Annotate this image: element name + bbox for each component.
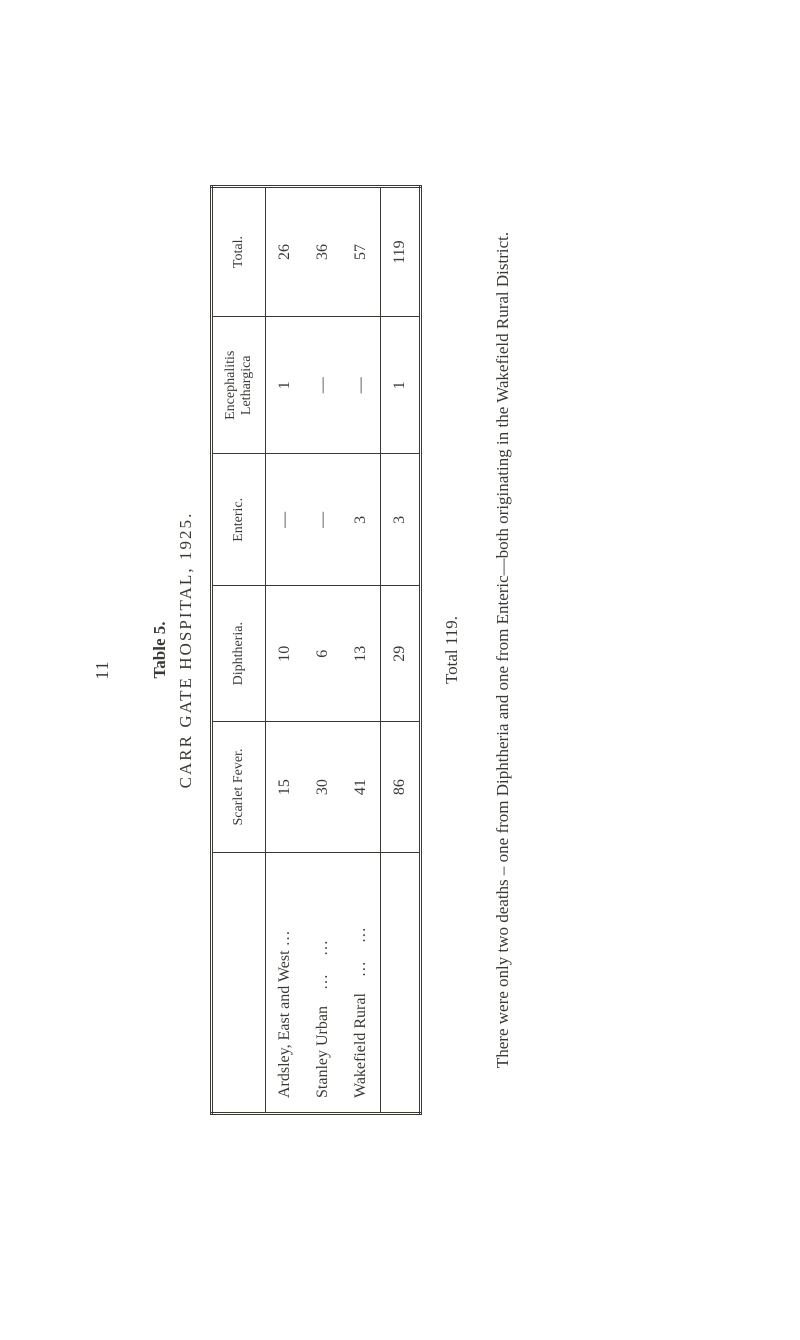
grand-total-line: Total 119. bbox=[442, 616, 462, 684]
row-label: Stanley Urban … … bbox=[304, 852, 342, 1113]
row-label: Ardsley, East and West … bbox=[266, 852, 305, 1113]
total-enteric: 3 bbox=[381, 454, 421, 586]
row-label: Wakefield Rural … … bbox=[342, 852, 381, 1113]
cell-encephalitis: — bbox=[342, 317, 381, 454]
row-label-dots: … bbox=[352, 925, 369, 943]
cell-total: 26 bbox=[266, 187, 305, 317]
table-title: CARR GATE HOSPITAL, 1925. bbox=[176, 512, 196, 789]
cell-enteric: — bbox=[266, 454, 305, 586]
col-scarlet: Scarlet Fever. bbox=[212, 722, 266, 853]
cell-total: 57 bbox=[342, 187, 381, 317]
cell-diphtheria: 13 bbox=[342, 586, 381, 722]
col-total: Total. bbox=[212, 187, 266, 317]
total-diphtheria: 29 bbox=[381, 586, 421, 722]
total-scarlet: 86 bbox=[381, 722, 421, 853]
cell-scarlet: 41 bbox=[342, 722, 381, 853]
table-row: Ardsley, East and West … 15 10 — 1 26 bbox=[266, 187, 305, 1114]
table-total-row: 86 29 3 1 119 bbox=[381, 187, 421, 1114]
rotated-layer: 11 Table 5. CARR GATE HOSPITAL, 1925. Sc… bbox=[0, 0, 800, 1340]
footnote: There were only two deaths – one from Di… bbox=[490, 232, 516, 1068]
cell-diphtheria: 6 bbox=[304, 586, 342, 722]
col-diphtheria: Diphtheria. bbox=[212, 586, 266, 722]
table-header-row: Scarlet Fever. Diphtheria. Enteric. Ence… bbox=[212, 187, 266, 1114]
table-label: Table 5. bbox=[150, 622, 170, 679]
total-total: 119 bbox=[381, 187, 421, 317]
page-number: 11 bbox=[92, 660, 113, 679]
row-label-text: Stanley Urban bbox=[314, 1006, 331, 1098]
cell-diphtheria: 10 bbox=[266, 586, 305, 722]
row-label-text: Wakefield Rural bbox=[352, 993, 369, 1098]
cell-scarlet: 15 bbox=[266, 722, 305, 853]
page-container: 11 Table 5. CARR GATE HOSPITAL, 1925. Sc… bbox=[0, 0, 800, 1340]
cell-enteric: 3 bbox=[342, 454, 381, 586]
sheet: 11 Table 5. CARR GATE HOSPITAL, 1925. Sc… bbox=[0, 0, 800, 1340]
cell-scarlet: 30 bbox=[304, 722, 342, 853]
col-enteric: Enteric. bbox=[212, 454, 266, 586]
total-encephalitis: 1 bbox=[381, 317, 421, 454]
cell-enteric: — bbox=[304, 454, 342, 586]
table-row: Stanley Urban … … 30 6 — — 36 bbox=[304, 187, 342, 1114]
row-label-dots: … bbox=[352, 959, 369, 977]
cell-total: 36 bbox=[304, 187, 342, 317]
row-label-dots: … bbox=[314, 938, 331, 956]
col-encephalitis: Encephalitis Lethargica bbox=[212, 317, 266, 454]
row-label-text: Ardsley, East and West bbox=[276, 950, 293, 1098]
col-blank bbox=[212, 852, 266, 1113]
total-label bbox=[381, 852, 421, 1113]
table-row: Wakefield Rural … … 41 13 3 — 57 bbox=[342, 187, 381, 1114]
cell-encephalitis: 1 bbox=[266, 317, 305, 454]
cell-encephalitis: — bbox=[304, 317, 342, 454]
row-label-dots: … bbox=[276, 928, 293, 946]
row-label-dots: … bbox=[314, 972, 331, 990]
hospital-table: Scarlet Fever. Diphtheria. Enteric. Ence… bbox=[210, 185, 422, 1115]
table-label-text: Table 5. bbox=[150, 622, 169, 679]
